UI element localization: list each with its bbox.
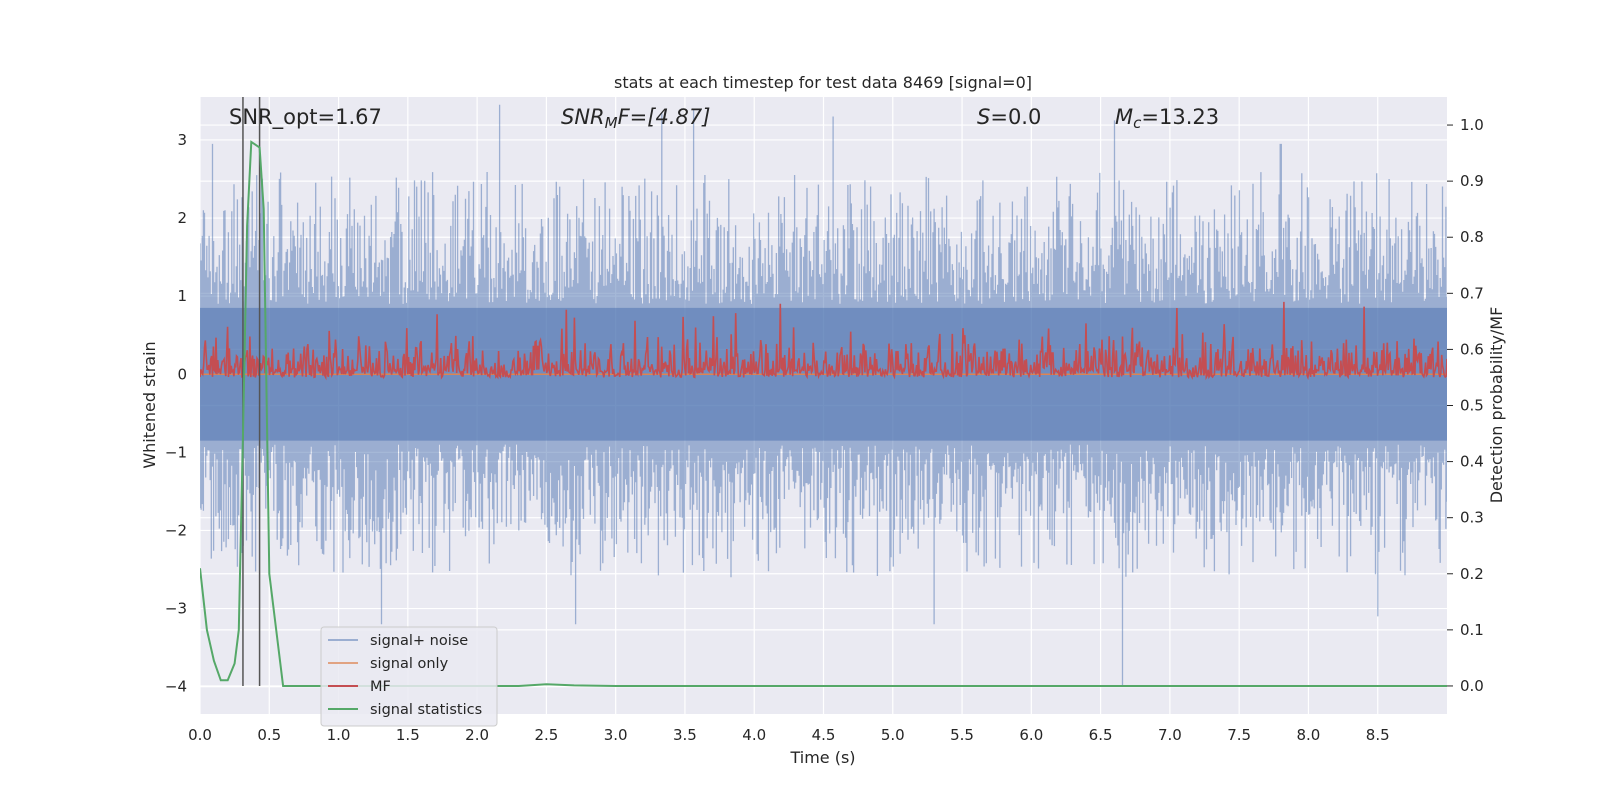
- x-tick-label: 4.0: [742, 726, 766, 744]
- y-axis-right-ticks: 1.0 0.9 0.8 0.7 0.6 0.5 0.4 0.3 0.2 0.1 0.0: [1447, 116, 1484, 695]
- x-tick-label: 8.0: [1297, 726, 1321, 744]
- chart-title: stats at each timestep for test data 846…: [614, 73, 1032, 92]
- y-left-tick-label: 0: [177, 365, 187, 383]
- annotation-mc-symbol: M: [1115, 105, 1133, 129]
- x-tick-label: 3.0: [604, 726, 628, 744]
- annotation-snr-mf-rest: F=[4.87]: [618, 105, 711, 129]
- x-tick-label: 2.0: [465, 726, 489, 744]
- annotation-snr-mf: SNRMF=[4.87]: [561, 105, 710, 132]
- annotation-mc: Mc=13.23: [1115, 105, 1219, 132]
- series-mf: [200, 301, 1447, 381]
- legend-label-mf: MF: [370, 679, 391, 695]
- y-left-tick-label: 1: [177, 287, 187, 305]
- x-axis-label: Time (s): [789, 748, 855, 767]
- x-axis-ticks: 0.0 0.5 1.0 1.5 2.0 2.5 3.0 3.5 4.0 4.5 5.0 5.5 6.0 6…: [188, 726, 1390, 744]
- x-tick-label: 5.5: [950, 726, 974, 744]
- y-left-tick-label: −3: [165, 600, 187, 618]
- series-signal-statistics: [200, 140, 1447, 687]
- y-axis-left-ticks: 3 2 1 0 −1 −2 −3 −4: [165, 131, 187, 696]
- x-tick-label: 7.5: [1227, 726, 1251, 744]
- annotation-snr-opt: SNR_opt=1.67: [229, 105, 382, 130]
- y-right-tick-label: 0.8: [1460, 228, 1484, 246]
- annotation-s-value: =0.0: [990, 105, 1041, 129]
- x-tick-label: 3.5: [673, 726, 697, 744]
- x-tick-label: 1.0: [327, 726, 351, 744]
- annotation-s-symbol: S: [977, 105, 990, 129]
- y-left-tick-label: −1: [165, 443, 187, 461]
- y-left-tick-label: 3: [177, 131, 187, 149]
- y-right-tick-label: 0.3: [1460, 509, 1484, 527]
- x-tick-label: 4.5: [812, 726, 836, 744]
- x-tick-label: 2.5: [534, 726, 558, 744]
- legend: signal+ noise signal only MF signal stat…: [320, 626, 498, 727]
- y-right-tick-label: 0.4: [1460, 453, 1484, 471]
- x-tick-label: 6.5: [1089, 726, 1113, 744]
- annotation-s: S=0.0: [977, 105, 1041, 129]
- y-right-tick-label: 0.6: [1460, 340, 1484, 358]
- y-right-tick-label: 0.5: [1460, 397, 1484, 415]
- legend-box: [320, 626, 498, 727]
- x-tick-label: 0.0: [188, 726, 212, 744]
- y-right-tick-label: 0.0: [1460, 677, 1484, 695]
- legend-label-signal-only: signal only: [370, 656, 449, 672]
- y-left-tick-label: 2: [177, 209, 187, 227]
- x-tick-label: 6.0: [1019, 726, 1043, 744]
- y-right-tick-label: 0.1: [1460, 621, 1484, 639]
- y-right-tick-label: 0.7: [1460, 284, 1484, 302]
- y-axis-right-label: Detection probability/MF: [1487, 307, 1506, 504]
- x-tick-label: 1.5: [396, 726, 420, 744]
- legend-label-signal-noise: signal+ noise: [370, 633, 468, 649]
- x-tick-label: 8.5: [1366, 726, 1390, 744]
- y-left-tick-label: −2: [165, 521, 187, 539]
- x-tick-label: 5.0: [881, 726, 905, 744]
- annotation-mc-subscript: c: [1133, 114, 1142, 132]
- annotation-snr-mf-subscript: M: [605, 114, 618, 132]
- annotation-snr-mf-symbol: SNR: [561, 105, 605, 129]
- legend-label-signal-statistics: signal statistics: [370, 702, 482, 718]
- y-left-tick-label: −4: [165, 678, 187, 696]
- x-tick-label: 7.0: [1158, 726, 1182, 744]
- x-tick-label: 0.5: [257, 726, 281, 744]
- mf-trace: [200, 301, 1447, 381]
- y-axis-left-label: Whitened strain: [140, 341, 159, 468]
- y-right-tick-label: 1.0: [1460, 116, 1484, 134]
- annotation-mc-value: =13.23: [1141, 105, 1219, 129]
- y-right-tick-label: 0.9: [1460, 172, 1484, 190]
- y-right-tick-label: 0.2: [1460, 565, 1484, 583]
